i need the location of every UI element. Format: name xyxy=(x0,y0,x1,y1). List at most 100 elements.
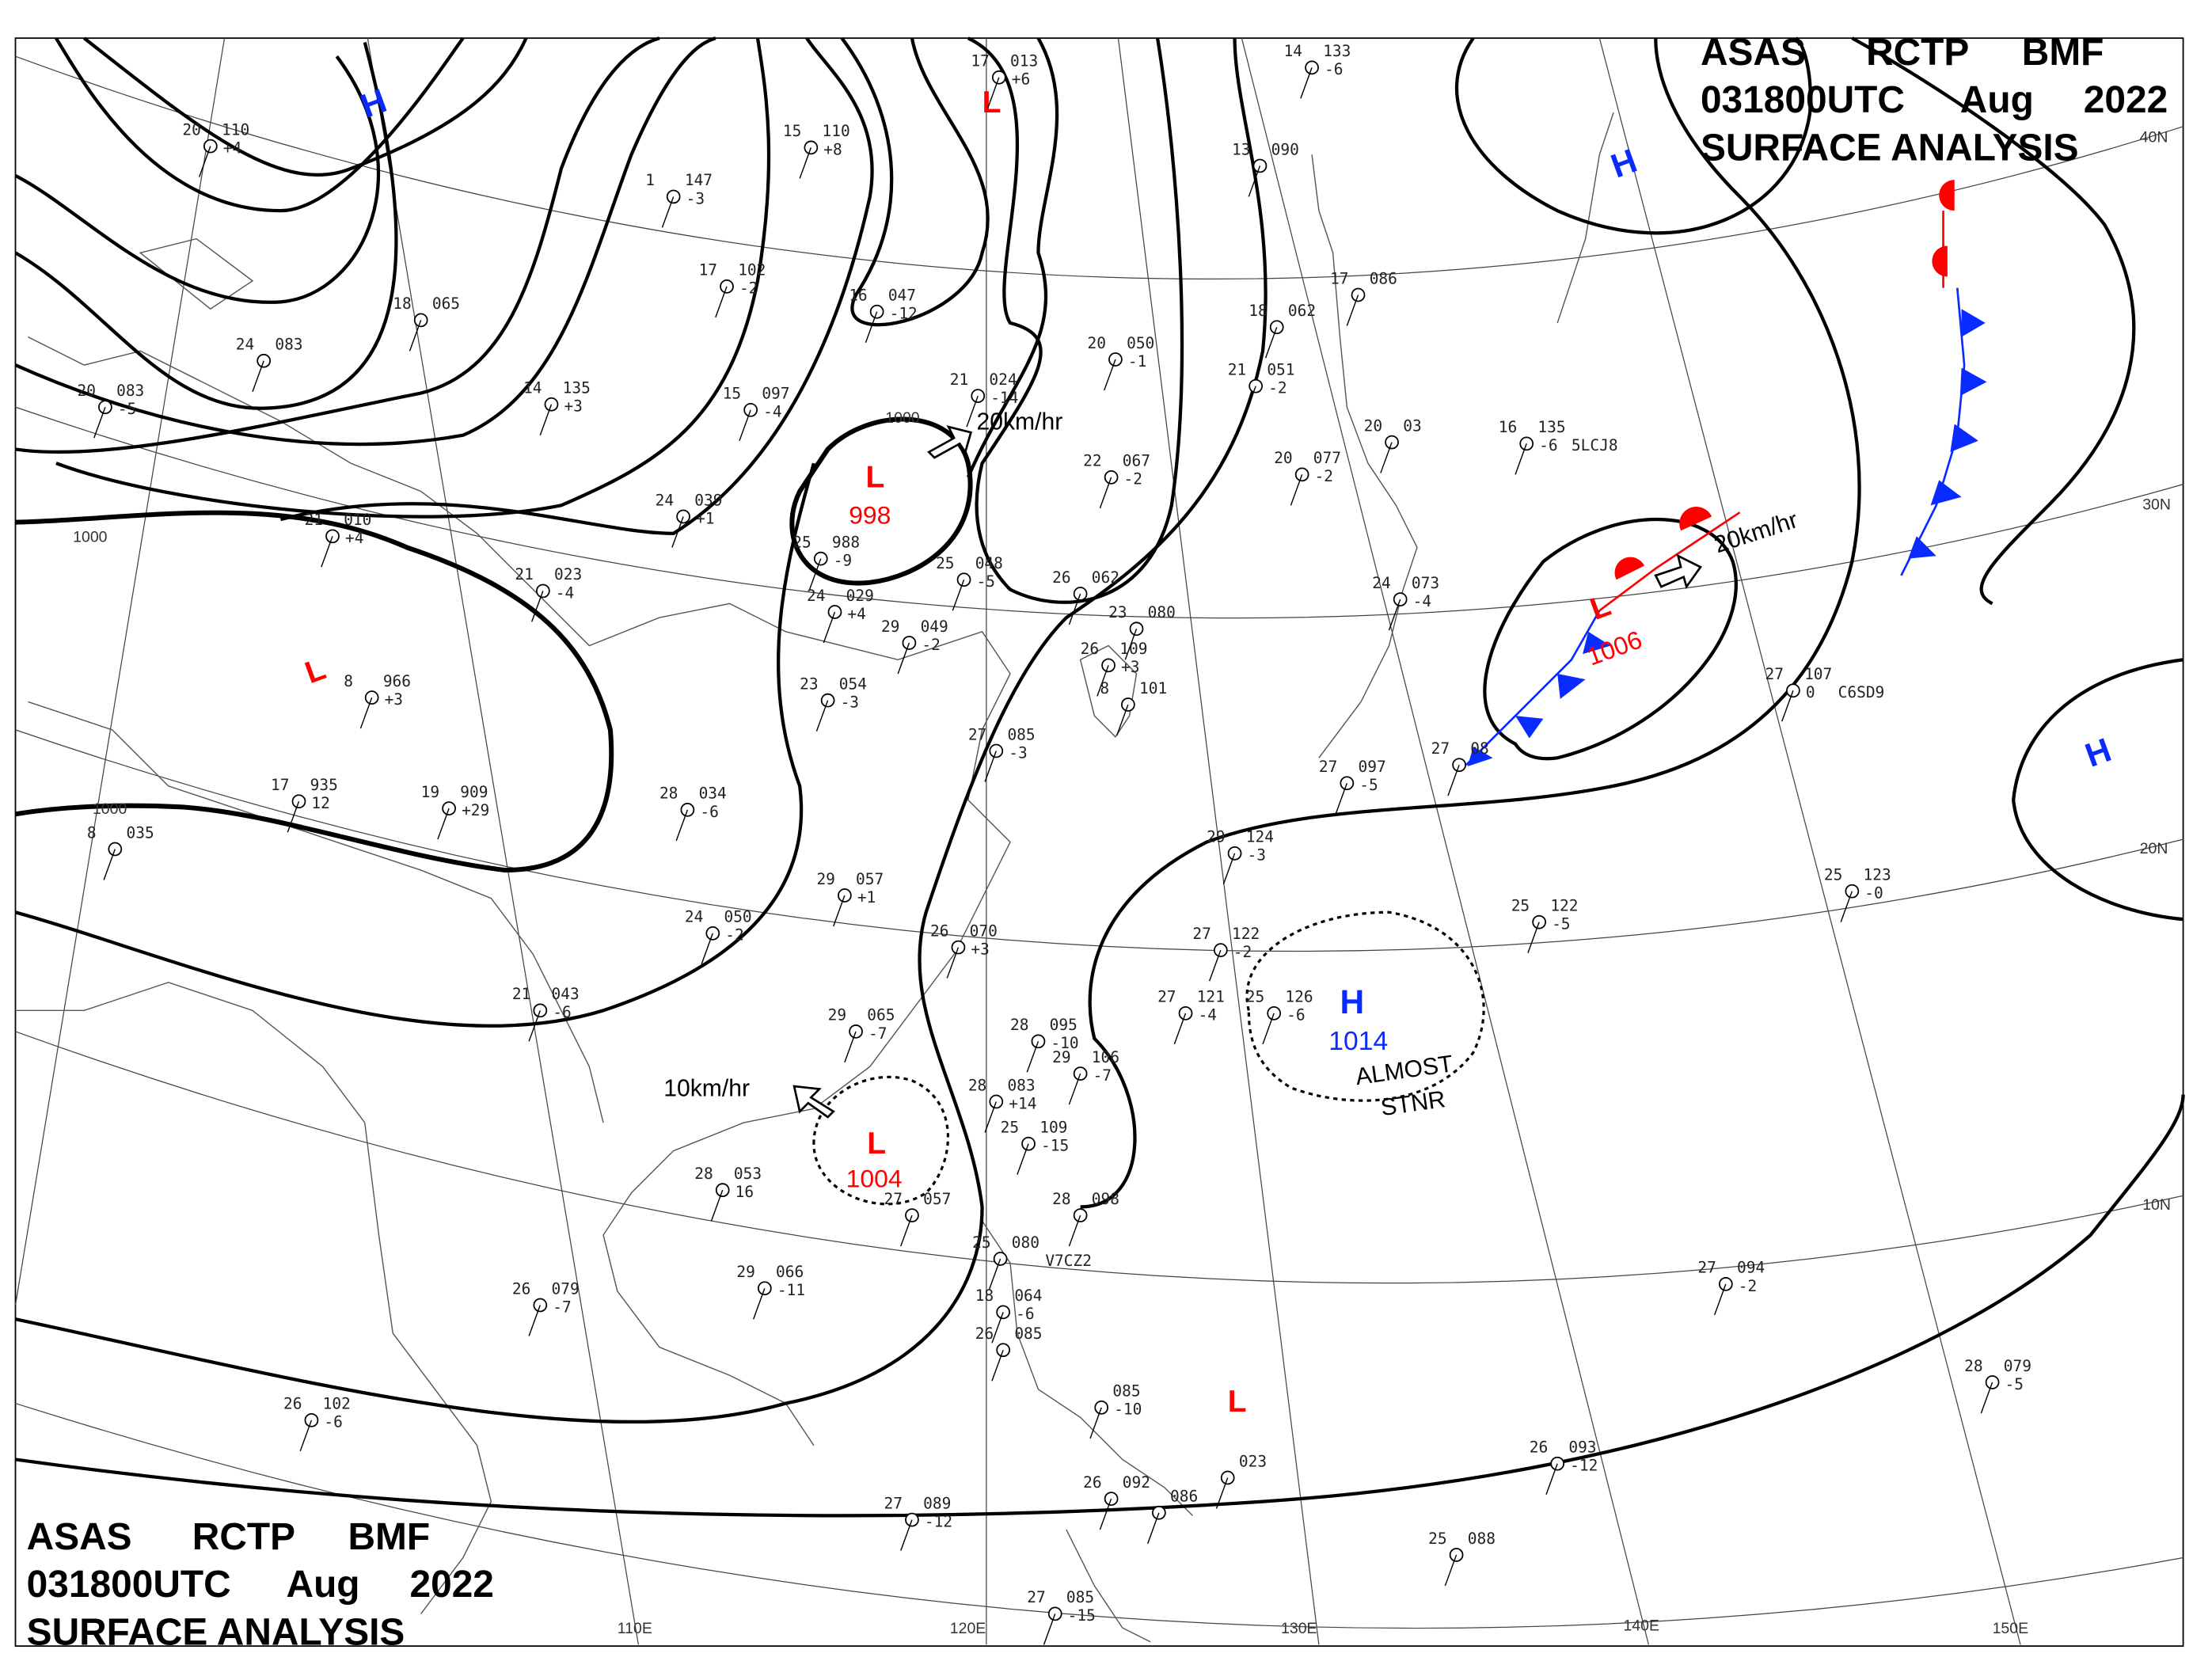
header-top-right: ASAS RCTP BMF 031800UTC Aug 2022 SURFACE… xyxy=(1701,32,2168,169)
station-plot[interactable]: 27 085-3 xyxy=(968,725,1036,782)
station-pressure: 090 xyxy=(1271,140,1299,158)
station-plot[interactable]: 20 03 xyxy=(1364,416,1422,473)
station-plot[interactable]: 8 035 xyxy=(87,823,154,880)
station-plot[interactable]: 26 092 xyxy=(1083,1473,1150,1530)
station-plot[interactable]: 29 049-2 xyxy=(881,618,948,675)
station-plot[interactable]: 27 122-2 xyxy=(1192,925,1260,982)
station-plot[interactable]: 24 039+1 xyxy=(656,491,723,548)
lat-label-40n: 40N xyxy=(2140,128,2168,146)
station-plot[interactable]: 14 135+3 xyxy=(523,379,591,435)
station-plot[interactable]: 8 966+3 xyxy=(344,672,411,729)
station-plot[interactable]: 19 909+29 xyxy=(421,783,490,840)
station-plot[interactable]: 26 093-12 xyxy=(1530,1439,1598,1495)
station-plot[interactable]: 18 062 xyxy=(1249,302,1316,359)
station-plot[interactable]: 25 123-0 xyxy=(1824,866,1891,922)
station-tendency: -12 xyxy=(925,1513,952,1531)
station-plot[interactable]: 27 08 xyxy=(1431,739,1489,796)
station-plot[interactable]: 14 133-6 xyxy=(1284,42,1351,99)
station-plot[interactable]: 28 034-6 xyxy=(659,785,727,842)
station-plot[interactable]: 023 xyxy=(1215,1452,1268,1509)
station-tendency: -4 xyxy=(1413,592,1431,610)
station-plot[interactable]: 20 077-2 xyxy=(1274,449,1341,506)
station-temperature: 13 xyxy=(1232,140,1250,158)
station-plot[interactable]: 21 043-6 xyxy=(512,985,580,1042)
station-plot[interactable]: 21 023-4 xyxy=(515,565,582,622)
station-plot[interactable]: 25 080 V7CZ2 xyxy=(972,1233,1092,1290)
station-plot[interactable]: 21 010+4 xyxy=(305,511,372,568)
station-plot[interactable]: 17 102-2 xyxy=(699,261,766,318)
station-plot[interactable]: 24 029+4 xyxy=(807,587,874,644)
station-plot[interactable]: 24 083 xyxy=(236,336,303,393)
station-plot[interactable]: 17 086 xyxy=(1330,269,1397,326)
station-plot[interactable]: 18 065 xyxy=(393,295,460,352)
station-plot[interactable]: 13 090 xyxy=(1232,140,1299,197)
station-plot[interactable]: 29 066-11 xyxy=(736,1263,805,1320)
station-plot[interactable]: 25 126-6 xyxy=(1246,988,1313,1045)
wind-barb-icon xyxy=(1147,1512,1160,1545)
station-plot[interactable]: 27 085-15 xyxy=(1027,1588,1096,1645)
station-plot[interactable]: 27 121-4 xyxy=(1157,988,1225,1045)
station-plot[interactable]: 15 097-4 xyxy=(723,385,790,442)
station-plot[interactable]: 26 062 xyxy=(1052,568,1119,625)
station-plot[interactable]: 25 122-5 xyxy=(1511,896,1579,953)
station-plot[interactable]: 21 024-14 xyxy=(950,371,1019,428)
station-plot[interactable]: 28 083+14 xyxy=(968,1076,1037,1133)
station-plot[interactable]: 20 083-5 xyxy=(77,382,144,439)
station-plot[interactable]: 27 089-12 xyxy=(884,1494,953,1551)
station-plot[interactable]: 085-10 xyxy=(1089,1382,1142,1439)
footer-title: SURFACE ANALYSIS xyxy=(27,1611,405,1653)
station-plot[interactable]: 28 098 xyxy=(1052,1190,1119,1247)
station-plot[interactable]: 26 085 xyxy=(975,1325,1043,1382)
station-tendency: +14 xyxy=(1009,1094,1036,1112)
station-plot[interactable]: 26 102-6 xyxy=(283,1395,351,1452)
wind-barb-icon xyxy=(93,407,106,439)
station-plot[interactable]: 23 080 xyxy=(1108,603,1176,660)
station-plot[interactable]: 27 057 xyxy=(884,1190,952,1247)
station-tendency: -5 xyxy=(976,572,994,591)
station-pressure: 064 xyxy=(1014,1287,1042,1305)
station-plot[interactable]: 27 097-5 xyxy=(1319,758,1386,815)
station-plot[interactable]: 16 047-12 xyxy=(849,287,918,343)
station-plot[interactable]: 25 109-15 xyxy=(1001,1119,1070,1175)
station-plot[interactable]: 24 050-2 xyxy=(685,908,752,965)
station-plot[interactable]: 20 110+4 xyxy=(182,120,249,177)
station-plot[interactable]: 29 106-7 xyxy=(1052,1048,1119,1105)
station-plot[interactable]: 29 065-7 xyxy=(828,1006,895,1063)
station-tendency: 12 xyxy=(311,794,329,812)
station-plot[interactable]: 25 048-5 xyxy=(936,554,1003,611)
station-plot[interactable]: 086 xyxy=(1147,1488,1199,1545)
station-plot[interactable]: 26 070+3 xyxy=(930,922,998,979)
station-plot[interactable]: 27 094-2 xyxy=(1697,1259,1765,1316)
station-plot[interactable]: 25 988-9 xyxy=(792,533,860,590)
wind-barb-icon xyxy=(966,395,979,428)
station-plot[interactable]: 25 088 xyxy=(1428,1530,1496,1587)
station-plot[interactable]: 28 095-10 xyxy=(1010,1016,1079,1073)
station-plot[interactable]: 29 057+1 xyxy=(816,870,884,927)
station-plot[interactable]: 8 101 xyxy=(1100,679,1167,736)
station-plot[interactable]: 16 135-6 5LCJ8 xyxy=(1499,418,1618,475)
station-temperature: 25 xyxy=(792,533,811,551)
station-plot[interactable]: 18 064-6 xyxy=(975,1287,1043,1344)
station-plot[interactable]: 26 079-7 xyxy=(512,1279,580,1336)
station-temperature: 28 xyxy=(1010,1016,1028,1034)
station-plot[interactable]: 24 073-4 xyxy=(1372,574,1439,631)
station-plot[interactable]: 22 067-2 xyxy=(1083,452,1150,509)
station-plot[interactable]: 28 079-5 xyxy=(1964,1357,2031,1414)
station-plot[interactable]: 20 050-1 xyxy=(1087,334,1154,391)
station-plot[interactable]: 23 054-3 xyxy=(800,675,867,732)
station-plot[interactable]: 1 147-3 xyxy=(645,171,713,228)
station-pressure: 079 xyxy=(551,1279,579,1298)
station-temperature: 28 xyxy=(694,1165,713,1183)
station-plot[interactable]: 17 013+6 xyxy=(971,52,1038,109)
station-plot[interactable]: 15 110+8 xyxy=(783,122,850,179)
station-plot[interactable]: 21 051-2 xyxy=(1228,361,1295,417)
isobars: 1000 1000 1000 xyxy=(14,36,2185,1518)
station-pressure: 050 xyxy=(1127,334,1154,352)
station-circle-icon xyxy=(1393,592,1408,606)
station-plot[interactable]: 26 109+3 xyxy=(1081,640,1148,697)
station-plot[interactable]: 29 124-3 xyxy=(1207,828,1274,885)
wind-barb-icon xyxy=(1335,782,1348,815)
